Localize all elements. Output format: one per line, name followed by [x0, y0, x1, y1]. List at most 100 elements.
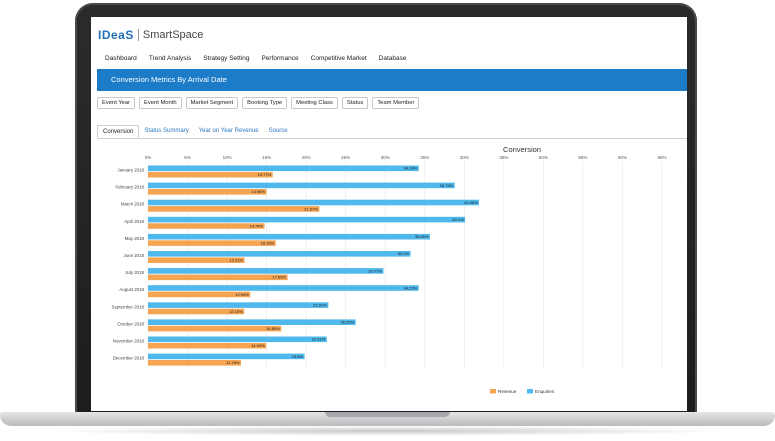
y-category-label: July 2018	[125, 270, 144, 275]
data-label: 35.65%	[415, 234, 429, 239]
data-label: 40.1%	[452, 217, 464, 222]
y-category-label: April 2018	[124, 219, 144, 224]
x-tick-label: 0%	[145, 155, 152, 160]
revenue-bar[interactable]	[148, 342, 267, 349]
enquiries-bar[interactable]	[148, 182, 455, 189]
page-title: Conversion Metrics By Arrival Date	[97, 69, 687, 91]
tab-conversion[interactable]: Conversion	[97, 125, 140, 138]
enquiries-bar[interactable]	[148, 302, 329, 308]
data-label: 14.98%	[251, 189, 265, 194]
nav-item-dashboard[interactable]: Dashboard	[105, 55, 137, 62]
app-screen: IDeaS SmartSpace Dashboard Trend Analysi…	[91, 17, 687, 411]
x-tick-label: 10%	[223, 155, 232, 160]
enquiries-bar[interactable]	[148, 285, 419, 291]
filter-meeting-class[interactable]: Meeting Class	[291, 97, 338, 109]
data-label: 29.77%	[368, 268, 382, 273]
enquiries-bar[interactable]	[148, 165, 419, 172]
x-tick-label: 15%	[262, 155, 271, 160]
revenue-bar[interactable]	[148, 325, 282, 332]
revenue-bar[interactable]	[148, 223, 265, 229]
enquiries-bar[interactable]	[148, 336, 327, 343]
filter-booking-type[interactable]: Booking Type	[242, 97, 288, 109]
x-tick-label: 55%	[578, 155, 587, 160]
filter-market-segment[interactable]: Market Segment	[185, 97, 239, 109]
filter-status[interactable]: Status	[341, 97, 369, 109]
enquiries-bar[interactable]	[148, 199, 480, 206]
legend-swatch-enquiries	[527, 389, 533, 394]
chart-bars: 34.24% 15.77% 38.79% 14.98% 41.86% 21.67% 40.1…	[148, 165, 480, 366]
revenue-bar[interactable]	[148, 171, 273, 178]
revenue-bar[interactable]	[148, 206, 320, 212]
x-tick-label: 30%	[381, 155, 390, 160]
filter-bar: Event Year Event Month Market Segment Bo…	[97, 97, 420, 110]
revenue-bar[interactable]	[148, 257, 245, 263]
x-tick-label: 65%	[657, 155, 666, 160]
filter-team-member[interactable]: Team Member	[372, 97, 420, 109]
main-nav: Dashboard Trend Analysis Strategy Settin…	[91, 52, 687, 66]
enquiries-bar[interactable]	[148, 268, 384, 274]
data-label: 34.24%	[404, 166, 418, 171]
chart-title: Conversion	[503, 145, 541, 154]
data-label: 22.81%	[313, 303, 327, 308]
data-label: 33.2%	[398, 251, 410, 256]
conversion-chart: Conversion 0% 5% 10% 15% 20% 25% 30% 35% 40% 45% 5…	[112, 145, 667, 394]
enquiries-bar[interactable]	[148, 319, 356, 325]
data-label: 12.15%	[229, 309, 243, 314]
y-category-label: February 2018	[115, 185, 144, 190]
enquiries-bar[interactable]	[148, 251, 411, 257]
nav-item-competitive-market[interactable]: Competitive Market	[310, 55, 367, 62]
tab-year-on-year-revenue[interactable]: Year on Year Revenue	[198, 128, 259, 134]
data-label: 12.21%	[229, 258, 243, 263]
data-label: 38.79%	[440, 183, 454, 188]
enquiries-bar[interactable]	[148, 216, 466, 223]
laptop-base	[0, 412, 775, 426]
data-label: 11.76%	[226, 360, 240, 365]
legend-label-enquiries[interactable]: Enquiries	[535, 389, 555, 394]
filter-event-year[interactable]: Event Year	[97, 97, 136, 109]
data-label: 14.74%	[249, 223, 263, 228]
data-label: 16.15%	[261, 241, 275, 246]
data-label: 26.26%	[341, 320, 355, 325]
data-label: 16.85%	[266, 326, 280, 331]
x-axis-ticks: 0% 5% 10% 15% 20% 25% 30% 35% 40% 45% 50% 55% 60% 65%	[145, 155, 667, 160]
data-label: 22.61%	[312, 337, 326, 342]
app-header: IDeaS SmartSpace	[91, 17, 687, 47]
y-category-label: December 2018	[113, 356, 145, 361]
x-tick-label: 40%	[460, 155, 469, 160]
data-label: 15.77%	[258, 172, 272, 177]
y-category-label: January 2018	[117, 168, 144, 173]
chart-legend: Revenue Enquiries	[490, 389, 555, 394]
enquiries-bar[interactable]	[148, 353, 305, 360]
revenue-bar[interactable]	[148, 360, 241, 366]
legend-label-revenue[interactable]: Revenue	[498, 389, 517, 394]
nav-item-performance[interactable]: Performance	[261, 55, 299, 62]
enquiries-bar[interactable]	[148, 233, 430, 240]
nav-item-strategy-setting[interactable]: Strategy Setting	[203, 55, 250, 62]
revenue-bar[interactable]	[148, 189, 267, 195]
revenue-bar[interactable]	[148, 274, 288, 281]
tab-source[interactable]: Source	[268, 128, 288, 134]
chart-grid	[147, 161, 663, 369]
revenue-bar[interactable]	[148, 291, 251, 298]
data-label: 12.94%	[235, 292, 249, 297]
data-label: 34.23%	[404, 285, 418, 290]
data-label: 21.67%	[304, 206, 318, 211]
x-tick-label: 25%	[341, 155, 350, 160]
x-tick-label: 45%	[499, 155, 508, 160]
y-category-label: May 2018	[125, 236, 145, 241]
revenue-bar[interactable]	[148, 240, 276, 246]
brand-logo-text: IDeaS	[98, 28, 134, 42]
revenue-bar[interactable]	[148, 308, 245, 315]
x-tick-label: 50%	[539, 155, 548, 160]
nav-item-database[interactable]: Database	[378, 55, 407, 62]
tab-status-summary[interactable]: Status Summary	[144, 128, 189, 134]
laptop-shadow	[40, 426, 735, 436]
x-tick-label: 60%	[618, 155, 627, 160]
y-category-label: June 2018	[123, 253, 144, 258]
filter-event-month[interactable]: Event Month	[139, 97, 182, 109]
logo-divider	[137, 29, 139, 41]
app-logo[interactable]: IDeaS SmartSpace	[98, 28, 203, 42]
data-label: 41.86%	[464, 200, 478, 205]
y-category-label: March 2018	[121, 202, 145, 207]
nav-item-trend-analysis[interactable]: Trend Analysis	[148, 55, 192, 62]
